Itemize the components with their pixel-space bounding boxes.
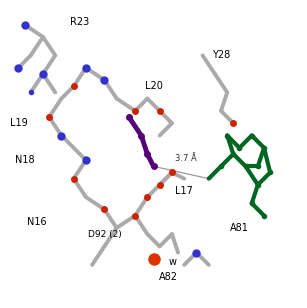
Text: L17: L17	[175, 186, 193, 196]
Text: D92 (2): D92 (2)	[87, 229, 121, 239]
Text: L19: L19	[10, 118, 27, 128]
Text: R23: R23	[70, 17, 89, 26]
Text: w: w	[169, 257, 177, 267]
Text: N16: N16	[27, 217, 47, 227]
Text: Y28: Y28	[212, 51, 230, 60]
Text: A82: A82	[159, 272, 178, 282]
Text: A81: A81	[230, 223, 249, 233]
Text: 3.7 Å: 3.7 Å	[175, 154, 197, 163]
Text: L20: L20	[145, 81, 162, 91]
Text: N18: N18	[15, 155, 34, 165]
